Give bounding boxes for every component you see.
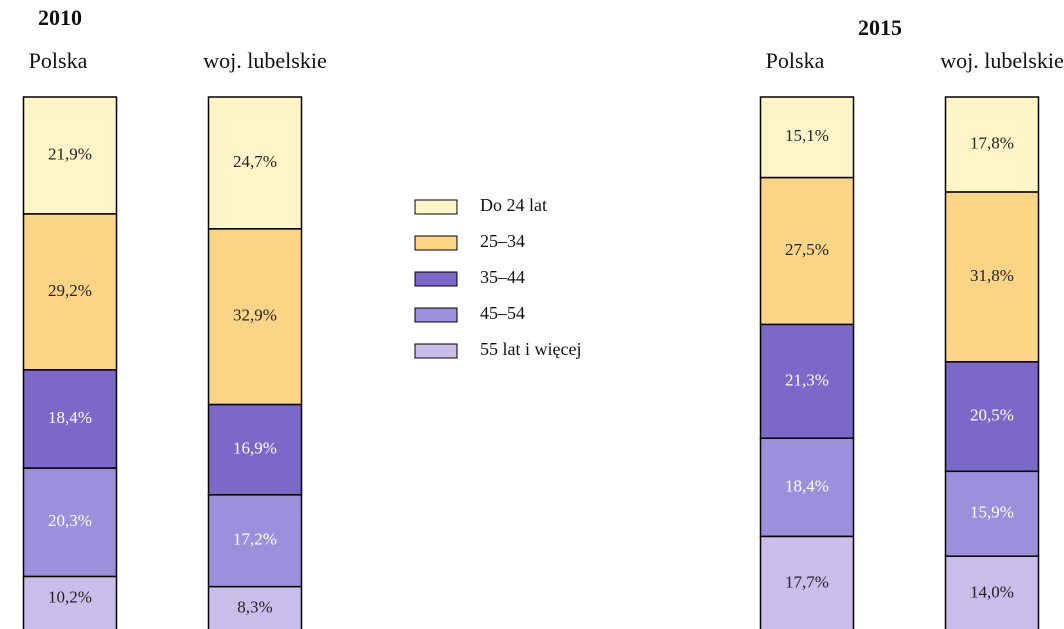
group-title: 2015	[858, 15, 902, 40]
category-label: woj. lubelskie	[203, 48, 326, 73]
bar-segment	[207, 96, 303, 230]
value-label: 24,7%	[233, 152, 277, 171]
bar-segment	[207, 228, 303, 406]
legend-label: 45–54	[480, 303, 525, 323]
value-label: 18,4%	[48, 408, 92, 427]
value-label: 15,9%	[970, 503, 1014, 522]
bar-segment	[207, 403, 303, 496]
value-label: 21,3%	[785, 370, 829, 389]
bar-segment	[944, 555, 1040, 629]
value-label: 17,7%	[785, 573, 829, 592]
category-label: Polska	[29, 48, 88, 73]
bar-segment	[207, 494, 303, 588]
legend-swatch	[414, 199, 458, 215]
bar-segment	[759, 535, 855, 629]
value-label: 32,9%	[233, 306, 277, 325]
bar-segment	[22, 575, 118, 629]
bar-segment	[759, 437, 855, 538]
value-label: 20,5%	[970, 406, 1014, 425]
bar-segment	[944, 470, 1040, 557]
legend-swatch	[414, 235, 458, 251]
value-label: 21,9%	[48, 144, 92, 163]
category-label: Polska	[766, 48, 825, 73]
bar-segment	[22, 369, 118, 469]
bar-segment	[22, 213, 118, 371]
legend-label: 35–44	[480, 267, 525, 287]
legend-swatch	[414, 307, 458, 323]
value-label: 16,9%	[233, 439, 277, 458]
value-label: 8,3%	[237, 598, 272, 617]
bar-segment	[207, 585, 303, 629]
bar-segment	[759, 176, 855, 326]
legend-label: 25–34	[480, 231, 525, 251]
category-label: woj. lubelskie	[940, 48, 1063, 73]
bar-segment	[22, 96, 118, 215]
bar-segment	[944, 191, 1040, 363]
value-label: 10,2%	[48, 587, 92, 606]
bar-segment	[22, 467, 118, 578]
value-label: 27,5%	[785, 240, 829, 259]
value-label: 15,1%	[785, 126, 829, 145]
value-label: 20,3%	[48, 511, 92, 530]
legend-swatch	[414, 271, 458, 287]
value-label: 29,2%	[48, 281, 92, 300]
value-label: 17,2%	[233, 530, 277, 549]
legend-label: Do 24 lat	[480, 195, 547, 215]
value-label: 14,0%	[970, 583, 1014, 602]
group-title: 2010	[38, 5, 82, 30]
legend-label: 55 lat i więcej	[480, 339, 581, 359]
legend-swatch	[414, 343, 458, 359]
value-label: 18,4%	[785, 476, 829, 495]
bar-segment	[759, 323, 855, 439]
value-label: 31,8%	[970, 266, 1014, 285]
value-label: 17,8%	[970, 133, 1014, 152]
